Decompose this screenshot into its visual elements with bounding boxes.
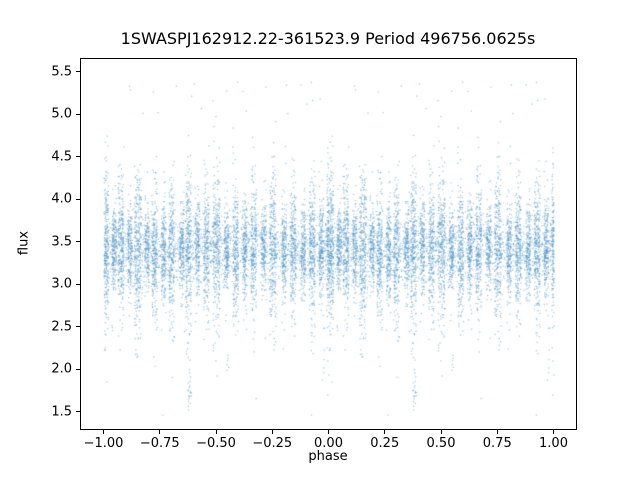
y-tick-label: 3.0: [51, 276, 72, 292]
x-tick-mark: [328, 430, 329, 434]
x-tick-mark: [496, 430, 498, 434]
x-tick-label: 0.50: [426, 436, 456, 451]
y-tick-mark: [76, 198, 80, 200]
y-tick-mark: [76, 113, 80, 115]
x-tick-mark: [384, 430, 386, 434]
x-tick-mark: [271, 430, 273, 434]
y-tick-mark: [76, 71, 80, 73]
y-tick-mark: [76, 156, 80, 158]
chart-title: 1SWASPJ162912.22-361523.9 Period 496756.…: [120, 29, 536, 48]
x-tick-label: −0.50: [196, 436, 236, 451]
x-tick-label: −1.00: [83, 436, 124, 451]
y-tick-label: 3.5: [51, 234, 72, 250]
y-tick-label: 4.0: [51, 191, 72, 207]
x-tick-mark: [215, 430, 217, 434]
x-tick-label: 0.75: [482, 436, 512, 451]
y-tick-mark: [76, 368, 80, 370]
x-tick-label: 0.00: [314, 436, 343, 451]
y-tick-label: 5.5: [51, 64, 72, 80]
x-tick-mark: [159, 430, 161, 434]
y-tick-mark: [76, 411, 80, 413]
x-tick-label: 1.00: [539, 436, 568, 451]
y-tick-mark: [76, 241, 80, 243]
y-tick-label: 1.5: [51, 404, 72, 420]
x-tick-mark: [103, 430, 104, 434]
y-tick-mark: [76, 326, 80, 328]
y-tick-label: 4.5: [51, 149, 72, 165]
x-tick-label: 0.25: [370, 436, 400, 451]
x-tick-label: −0.25: [252, 436, 293, 451]
x-tick-mark: [440, 430, 442, 434]
y-tick-label: 2.5: [51, 319, 72, 335]
x-axis-label: phase: [308, 449, 348, 464]
plot-area: [80, 58, 577, 430]
y-tick-mark: [76, 283, 80, 285]
y-tick-label: 5.0: [51, 106, 72, 122]
x-tick-mark: [553, 430, 554, 434]
scatter-points-canvas: [81, 59, 576, 429]
x-tick-label: −0.75: [139, 436, 180, 451]
y-tick-label: 2.0: [51, 361, 72, 377]
